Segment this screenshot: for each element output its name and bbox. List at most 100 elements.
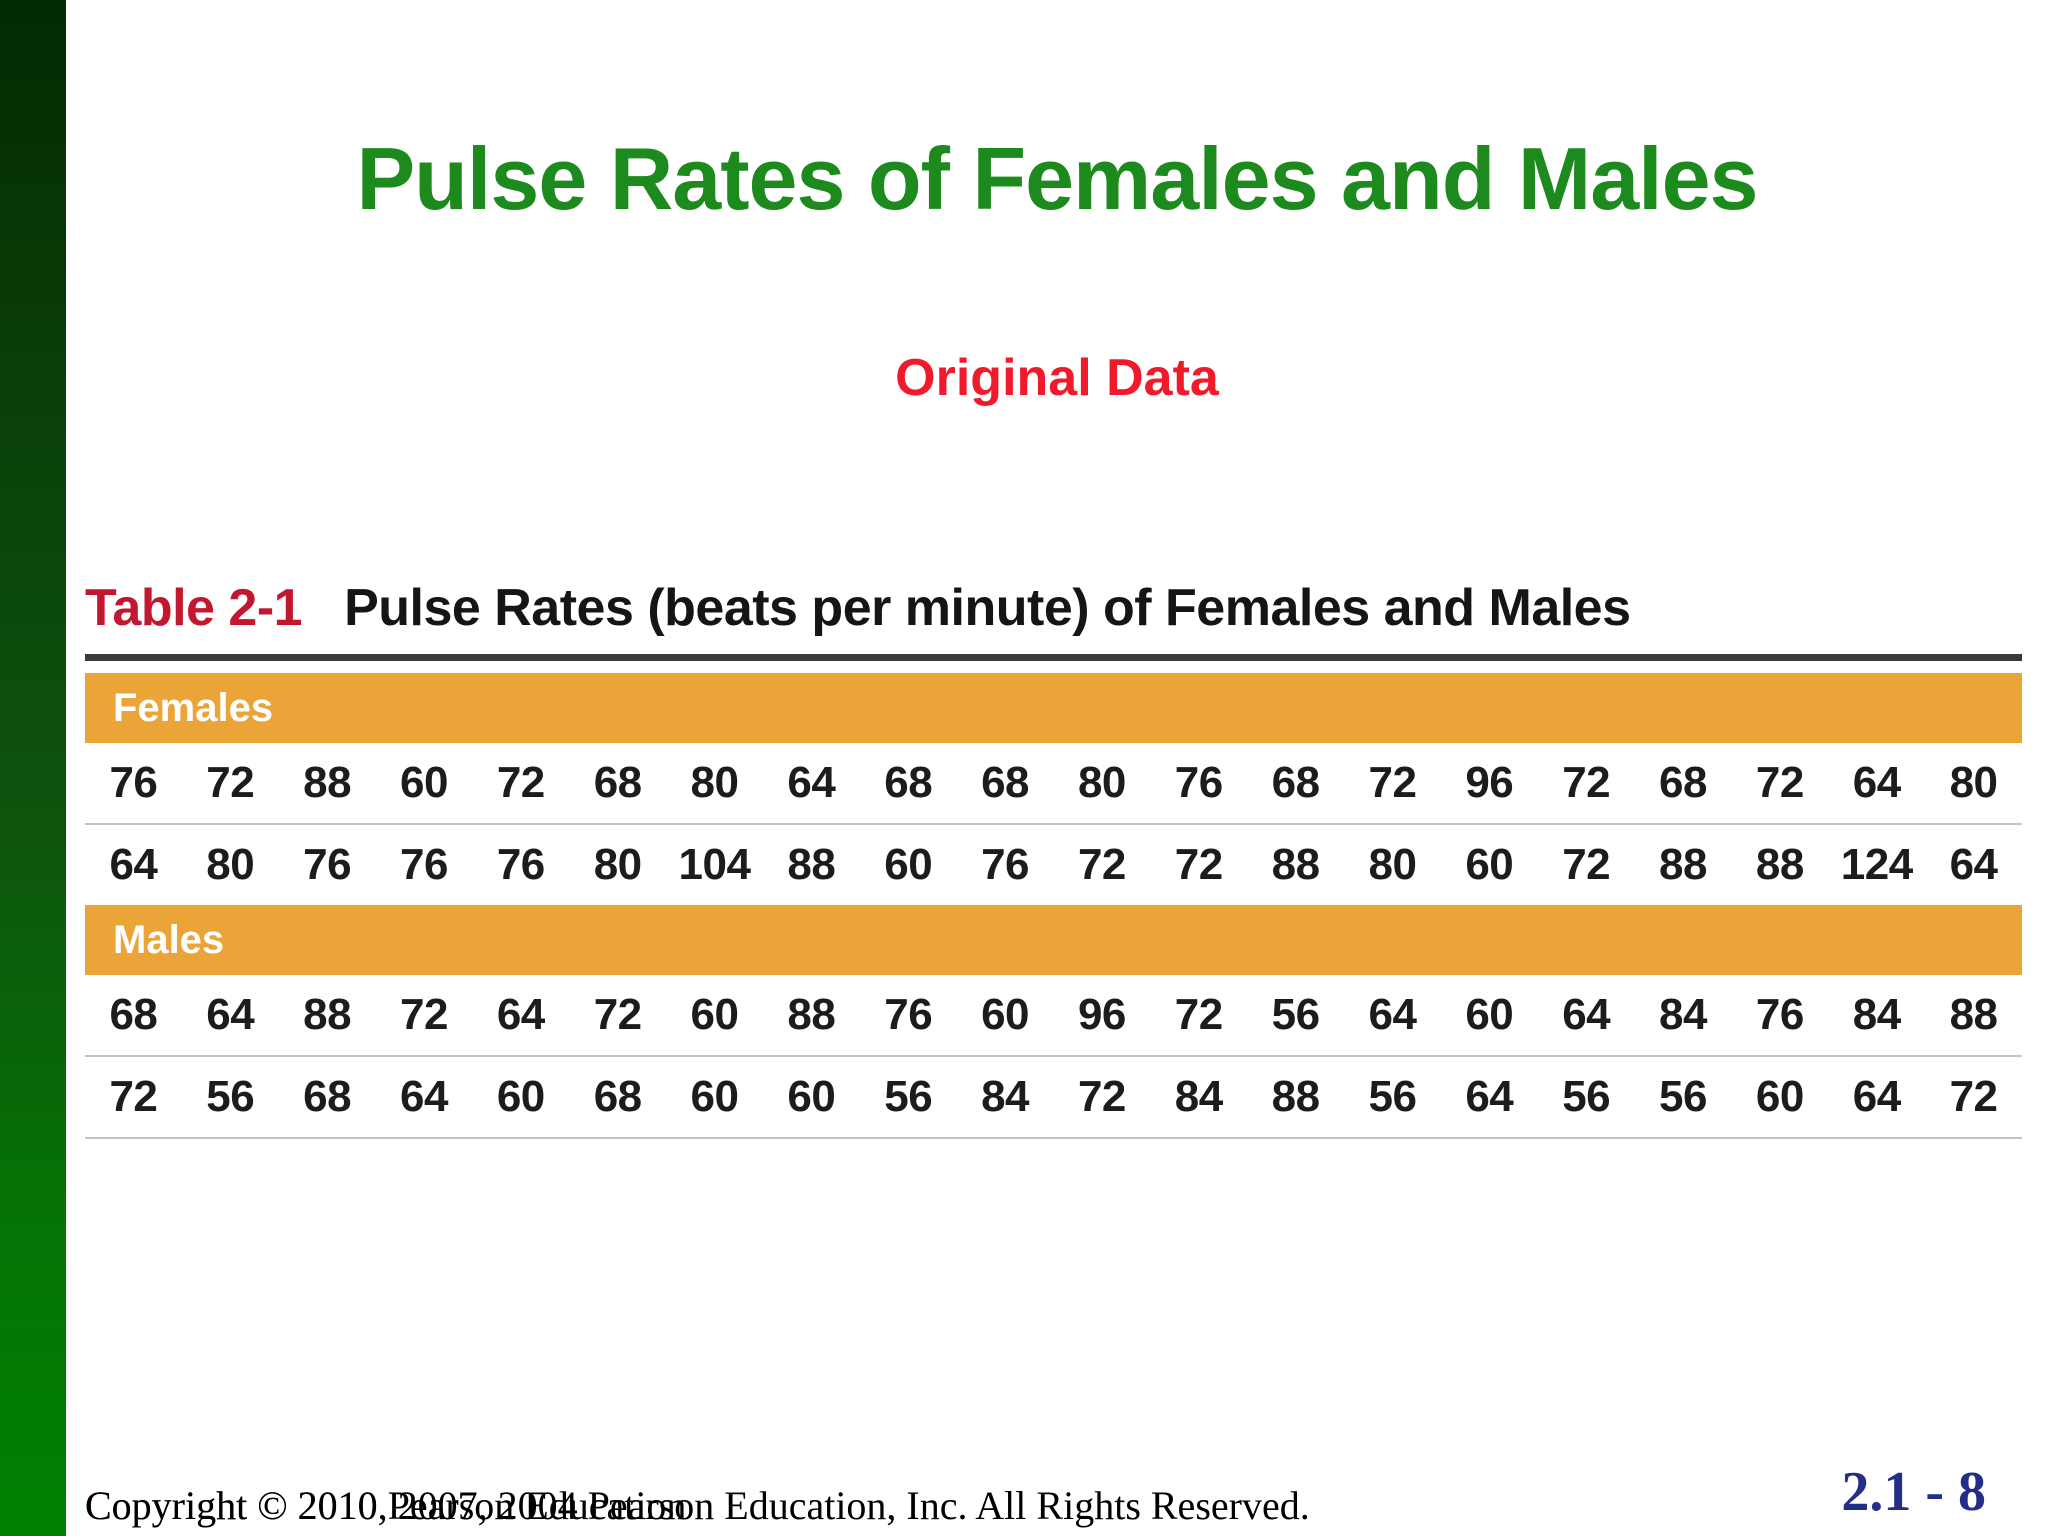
pulse-value-cell: 72 bbox=[1949, 1072, 1998, 1121]
page-number: 2.1 - 8 bbox=[1841, 1461, 1986, 1523]
pulse-value-cell: 72 bbox=[206, 758, 255, 807]
pulse-value-cell: 64 bbox=[1949, 840, 1998, 889]
pulse-value-cell: 60 bbox=[981, 990, 1030, 1039]
pulse-value-cell: 96 bbox=[1077, 990, 1126, 1039]
pulse-value-cell: 64 bbox=[787, 758, 836, 807]
pulse-value-cell: 88 bbox=[303, 758, 352, 807]
pulse-value-cell: 56 bbox=[206, 1072, 255, 1121]
pulse-value-cell: 88 bbox=[787, 990, 836, 1039]
pulse-value-cell: 96 bbox=[1465, 758, 1514, 807]
pulse-value-cell: 88 bbox=[1659, 840, 1707, 889]
pulse-value-cell: 64 bbox=[1368, 990, 1417, 1039]
slide-subtitle: Original Data bbox=[895, 349, 1219, 407]
pulse-value-cell: 88 bbox=[787, 840, 836, 889]
pulse-value-cell: 68 bbox=[884, 758, 933, 807]
table-title: Pulse Rates (beats per minute) of Female… bbox=[344, 579, 1631, 637]
pulse-value-cell: 60 bbox=[1755, 1072, 1804, 1121]
pulse-value-cell: 76 bbox=[981, 840, 1030, 889]
pulse-value-cell: 60 bbox=[690, 1072, 739, 1121]
pulse-value-cell: 72 bbox=[1368, 758, 1417, 807]
pulse-value-cell: 84 bbox=[1174, 1072, 1223, 1121]
pulse-value-cell: 60 bbox=[1465, 840, 1514, 889]
copyright-text: Copyright © 2010, 2007, 2004 Pearson Edu… bbox=[85, 1482, 1585, 1534]
table-row: 72 56 68 64 60 68 60 60 56 84 72 84 88 56 64 56 56 60 64 72 bbox=[85, 1057, 2022, 1139]
pulse-value-cell: 56 bbox=[1368, 1072, 1417, 1121]
pulse-value-cell: 64 bbox=[1465, 1072, 1514, 1121]
pulse-value-cell: 64 bbox=[496, 990, 545, 1039]
pulse-value-cell: 76 bbox=[399, 840, 448, 889]
table-heading-row: Table 2-1 Pulse Rates (beats per minute)… bbox=[85, 578, 2022, 654]
pulse-value-cell: 72 bbox=[1077, 1072, 1126, 1121]
pulse-value-cell: 80 bbox=[1077, 758, 1126, 807]
pulse-value-cell: 76 bbox=[1174, 758, 1223, 807]
table-section-header: Females bbox=[85, 673, 2022, 743]
pulse-value-cell: 72 bbox=[1755, 758, 1804, 807]
pulse-value-cell: 60 bbox=[787, 1072, 836, 1121]
pulse-value-cell: 68 bbox=[1271, 758, 1320, 807]
pulse-value-cell: 60 bbox=[399, 758, 448, 807]
pulse-value-cell: 80 bbox=[1949, 758, 1998, 807]
pulse-value-cell: 84 bbox=[981, 1072, 1030, 1121]
table-heading-rule bbox=[85, 654, 2022, 661]
pulse-value-cell: 64 bbox=[1852, 1072, 1901, 1121]
pulse-value-cell: 88 bbox=[303, 990, 352, 1039]
pulse-value-cell: 56 bbox=[1562, 1072, 1611, 1121]
pulse-value-cell: 56 bbox=[1659, 1072, 1707, 1121]
pulse-value-cell: 56 bbox=[884, 1072, 933, 1121]
pulse-value-cell: 84 bbox=[1852, 990, 1901, 1039]
pulse-value-cell: 76 bbox=[303, 840, 352, 889]
pulse-value-cell: 76 bbox=[496, 840, 545, 889]
table-section-header: Males bbox=[85, 905, 2022, 975]
pulse-value-cell: 72 bbox=[399, 990, 448, 1039]
pulse-value-cell: 68 bbox=[593, 1072, 642, 1121]
pulse-value-cell: 80 bbox=[206, 840, 255, 889]
table-row: 76 72 88 60 72 68 80 64 68 68 80 76 68 72 96 72 68 72 64 80 bbox=[85, 743, 2022, 825]
pulse-value-cell: 76 bbox=[109, 758, 158, 807]
pulse-rate-table: Table 2-1 Pulse Rates (beats per minute)… bbox=[85, 578, 2022, 1139]
pulse-value-cell: 80 bbox=[690, 758, 739, 807]
pulse-value-cell: 76 bbox=[1755, 990, 1804, 1039]
pulse-value-cell: 68 bbox=[303, 1072, 352, 1121]
pulse-value-cell: 72 bbox=[1077, 840, 1126, 889]
table-label: Table 2-1 bbox=[85, 579, 303, 637]
pulse-value-cell: 104 bbox=[678, 840, 751, 889]
pulse-value-cell: 88 bbox=[1949, 990, 1998, 1039]
copyright-line-1: Copyright © 2010, 2007, 2004 Pearson Edu… bbox=[85, 1483, 1310, 1528]
pulse-value-cell: 72 bbox=[1174, 840, 1223, 889]
pulse-value-cell: 84 bbox=[1659, 990, 1707, 1039]
pulse-value-cell: 72 bbox=[1174, 990, 1223, 1039]
pulse-value-cell: 76 bbox=[884, 990, 933, 1039]
pulse-value-cell: 72 bbox=[1562, 840, 1611, 889]
pulse-value-cell: 124 bbox=[1840, 840, 1913, 889]
pulse-value-cell: 64 bbox=[109, 840, 158, 889]
pulse-value-cell: 68 bbox=[593, 758, 642, 807]
pulse-value-cell: 60 bbox=[884, 840, 933, 889]
pulse-value-cell: 64 bbox=[1562, 990, 1611, 1039]
table-body: Females 76 72 88 60 72 68 80 64 68 68 80 76 68 72 96 72 6… bbox=[85, 673, 2022, 1139]
table-row: 68 64 88 72 64 72 60 88 76 60 96 72 56 64 60 64 84 76 84 88 bbox=[85, 975, 2022, 1057]
green-gradient-sidebar bbox=[0, 0, 66, 1536]
pulse-value-cell: 64 bbox=[399, 1072, 448, 1121]
pulse-value-cell: 72 bbox=[593, 990, 642, 1039]
slide-title: Pulse Rates of Females and Males bbox=[356, 129, 1758, 228]
pulse-value-cell: 60 bbox=[690, 990, 739, 1039]
pulse-value-cell: 88 bbox=[1271, 840, 1320, 889]
pulse-value-cell: 60 bbox=[1465, 990, 1514, 1039]
pulse-value-cell: 80 bbox=[593, 840, 642, 889]
pulse-value-cell: 68 bbox=[981, 758, 1030, 807]
pulse-value-cell: 64 bbox=[1852, 758, 1901, 807]
pulse-value-cell: 68 bbox=[1659, 758, 1707, 807]
pulse-value-cell: 88 bbox=[1271, 1072, 1320, 1121]
pulse-value-cell: 60 bbox=[496, 1072, 545, 1121]
pulse-value-cell: 56 bbox=[1271, 990, 1320, 1039]
pulse-value-cell: 64 bbox=[206, 990, 255, 1039]
copyright-line-2: Copyright © 2010 Pearson Education bbox=[85, 1483, 687, 1528]
pulse-value-cell: 72 bbox=[1562, 758, 1611, 807]
pulse-value-cell: 72 bbox=[496, 758, 545, 807]
table-row: 64 80 76 76 76 80 104 88 60 76 72 72 88 80 60 72 88 88 124… bbox=[85, 825, 2022, 905]
pulse-value-cell: 68 bbox=[109, 990, 158, 1039]
pulse-value-cell: 88 bbox=[1755, 840, 1804, 889]
pulse-value-cell: 80 bbox=[1368, 840, 1417, 889]
pulse-value-cell: 72 bbox=[109, 1072, 158, 1121]
